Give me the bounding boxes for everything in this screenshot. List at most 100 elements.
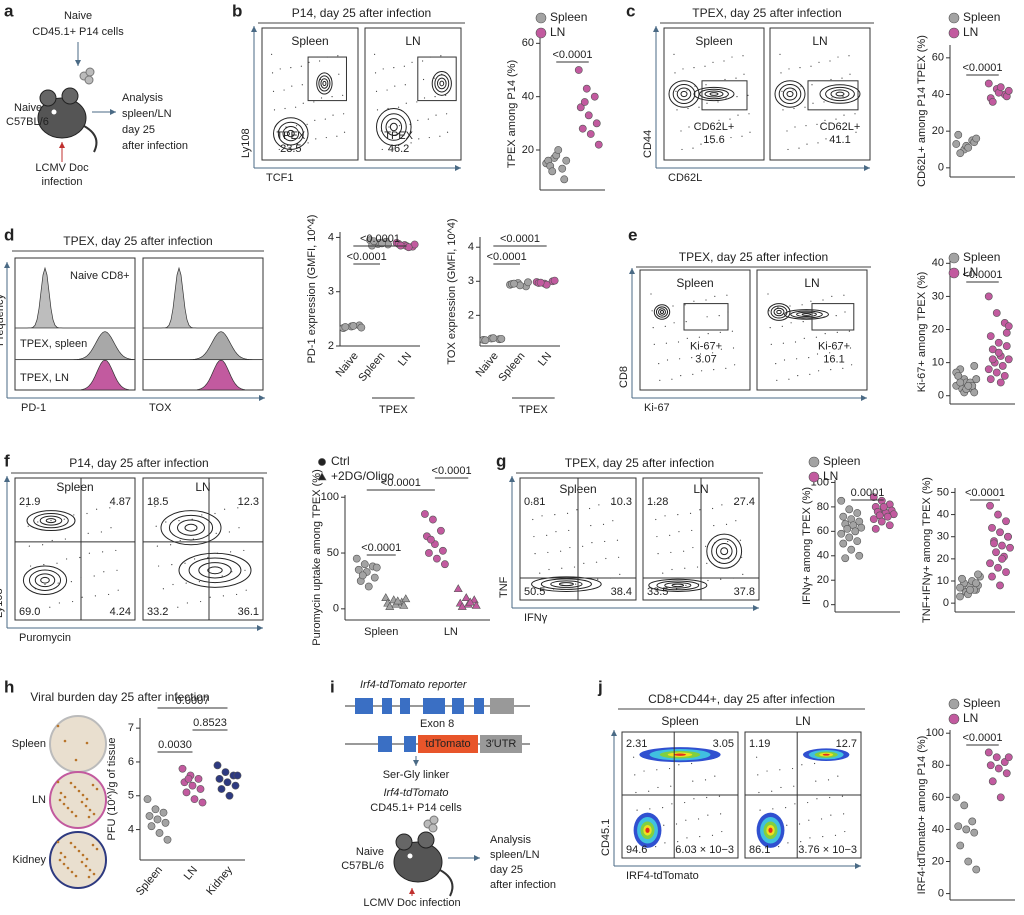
event-dot [842, 96, 844, 98]
colony [92, 872, 96, 876]
label: spleen/LN [490, 849, 540, 861]
contour [786, 90, 794, 98]
event-dot [816, 353, 819, 355]
cell-icon [429, 815, 439, 825]
event-dot [221, 575, 223, 577]
p-value: <0.0001 [487, 251, 527, 263]
event-dot [677, 514, 679, 516]
event-dot [837, 348, 840, 350]
event-dot [57, 582, 59, 584]
axis-label: Ly108 [240, 128, 252, 158]
data-point [974, 570, 982, 579]
event-dot [184, 562, 186, 564]
p-value: <0.0001 [361, 542, 401, 554]
data-point [869, 515, 878, 524]
data-point [853, 537, 862, 546]
colony [91, 843, 95, 847]
density [645, 827, 650, 833]
event-dot [766, 770, 768, 772]
event-dot [224, 508, 226, 510]
data-point [954, 371, 963, 380]
cell-icon [428, 823, 438, 833]
exon [452, 698, 464, 714]
data-point [354, 565, 363, 574]
event-dot [676, 109, 678, 111]
data-point [970, 362, 979, 370]
legend-label: LN [963, 25, 978, 39]
event-dot [809, 837, 811, 839]
event-dot [394, 85, 396, 87]
data-point [497, 334, 506, 343]
event-dot [747, 94, 749, 96]
event-dot [768, 310, 770, 312]
data-point [578, 124, 587, 133]
event-dot [735, 520, 737, 522]
data-point [994, 348, 1003, 357]
event-dot [569, 546, 571, 549]
event-dot [657, 786, 659, 789]
x-tick-label: LN [444, 626, 458, 638]
data-point [960, 801, 969, 810]
event-dot [561, 567, 563, 569]
event-dot [633, 756, 635, 758]
event-dot [427, 118, 429, 120]
event-dot [302, 102, 304, 104]
data-point [580, 98, 589, 106]
contour [540, 578, 592, 590]
event-dot [313, 101, 315, 103]
event-dot [725, 523, 728, 525]
legend-label: Spleen [963, 696, 1000, 710]
contour [207, 566, 223, 575]
data-point [847, 545, 856, 554]
event-dot [616, 539, 619, 541]
data-point [151, 805, 160, 814]
axis-label: IFNγ [524, 612, 548, 624]
colony [88, 868, 92, 872]
event-dot [814, 762, 816, 765]
data-point [465, 597, 475, 606]
event-dot [548, 568, 550, 571]
event-dot [691, 529, 693, 532]
contour [316, 72, 333, 95]
exon [404, 736, 416, 752]
event-dot [422, 60, 424, 62]
event-dot [532, 518, 534, 521]
event-dot [779, 769, 781, 771]
event-dot [209, 596, 211, 598]
utr [480, 735, 522, 753]
event-dot [156, 545, 158, 547]
colony [56, 724, 60, 728]
data-point [352, 554, 361, 563]
event-dot [172, 583, 174, 586]
event-dot [847, 135, 849, 137]
column-label: LN [812, 34, 827, 48]
event-dot [417, 119, 419, 121]
data-point [851, 527, 860, 536]
data-point [996, 378, 1005, 387]
data-point [426, 535, 435, 544]
event-dot [653, 343, 655, 345]
data-point [837, 529, 846, 538]
event-dot [36, 608, 38, 610]
event-dot [681, 148, 683, 151]
event-dot [237, 507, 239, 509]
contour [26, 510, 76, 532]
event-dot [776, 379, 778, 381]
legend-swatch [535, 12, 547, 24]
event-dot [154, 505, 156, 507]
colony [69, 781, 73, 785]
data-point [399, 600, 409, 609]
data-point [194, 774, 203, 783]
event-dot [566, 512, 569, 514]
contour [672, 83, 696, 105]
panel-letter: h [4, 677, 14, 696]
data-point [992, 368, 1001, 377]
event-dot [723, 60, 725, 62]
event-dot [692, 373, 694, 375]
event-dot [50, 520, 52, 522]
colony [70, 810, 74, 814]
y-tick-label: 80 [932, 759, 944, 771]
contour [830, 89, 850, 99]
y-tick-label: 30 [932, 290, 944, 302]
event-dot [822, 299, 824, 301]
